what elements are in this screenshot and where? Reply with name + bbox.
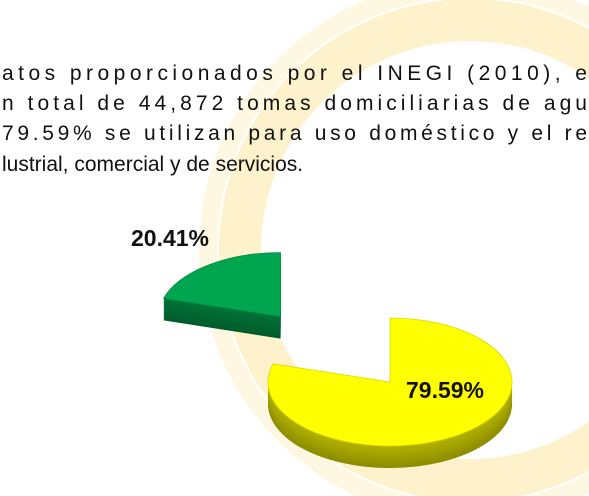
slice [267,317,513,447]
slice [162,252,281,318]
pie-chart: 20.41% 79.59% [131,225,513,468]
text-line: atos proporcionados por el INEGI (2010),… [2,62,587,85]
background-arc [199,0,589,496]
text-line: lustrial, comercial y de servicios. [2,153,303,176]
background-arc [219,0,589,496]
data-label: 79.59% [406,377,484,403]
text-line: n total de 44,872 tomas domiciliarias de… [2,92,587,115]
text-line: 79.59% se utilizan para uso doméstico y … [2,122,587,145]
data-label: 20.41% [131,225,209,251]
